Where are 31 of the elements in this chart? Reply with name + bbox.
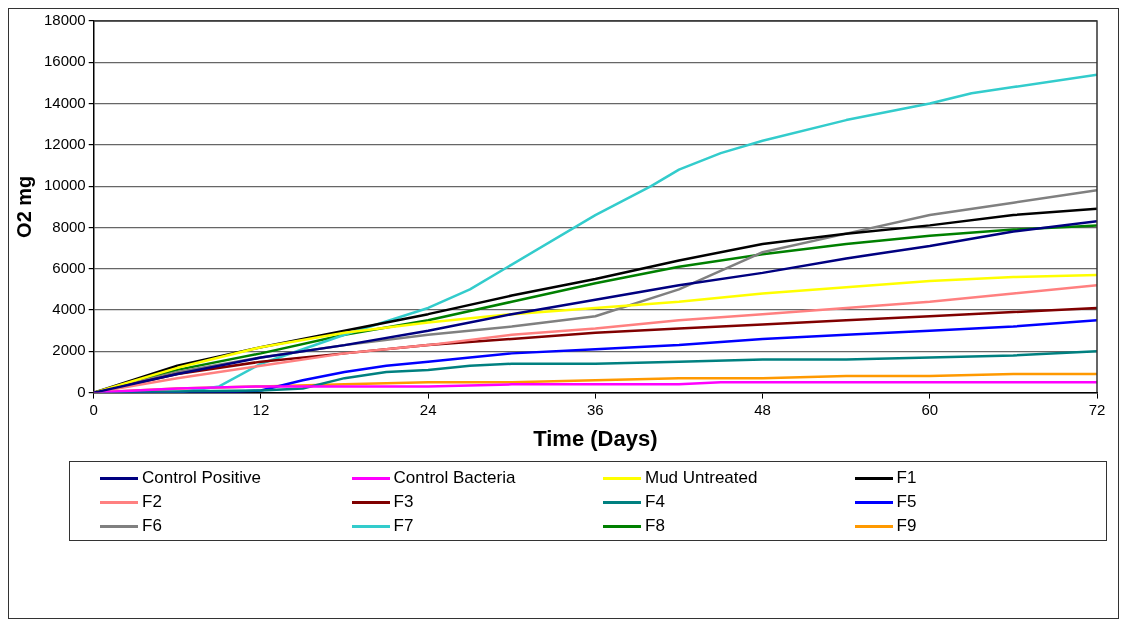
y-axis-title: O2 mg — [12, 175, 35, 238]
x-tick-label: 36 — [587, 400, 604, 418]
y-tick-label: 16000 — [43, 52, 86, 70]
legend-label: F8 — [645, 516, 665, 536]
y-tick-label: 2000 — [52, 341, 86, 359]
x-tick-label: 72 — [1088, 400, 1106, 418]
legend-label: Control Positive — [142, 468, 262, 488]
x-axis-title: Time (Days) — [533, 425, 658, 451]
legend-label: Mud Untreated — [645, 468, 758, 488]
y-tick-label: 12000 — [43, 135, 86, 153]
legend-label: F7 — [393, 516, 414, 536]
x-tick-label: 60 — [921, 400, 939, 418]
legend-label: F6 — [142, 516, 162, 536]
legend-label: Control Bacteria — [393, 468, 516, 488]
y-tick-label: 4000 — [52, 300, 86, 318]
legend-label: F3 — [393, 492, 414, 512]
y-tick-label: 10000 — [43, 176, 86, 194]
x-tick-label: 0 — [89, 400, 98, 418]
legend-label: F5 — [896, 492, 917, 512]
legend-label: F1 — [896, 468, 917, 488]
y-tick-label: 0 — [77, 382, 86, 400]
y-tick-label: 8000 — [52, 217, 86, 235]
x-tick-label: 24 — [419, 400, 437, 418]
y-tick-label: 14000 — [43, 93, 86, 111]
y-tick-label: 18000 — [43, 11, 86, 29]
legend-label: F4 — [645, 492, 665, 512]
y-tick-label: 6000 — [52, 258, 86, 276]
x-tick-label: 12 — [252, 400, 270, 418]
x-tick-label: 48 — [754, 400, 771, 418]
legend-label: F9 — [896, 516, 917, 536]
legend-label: F2 — [142, 492, 162, 512]
